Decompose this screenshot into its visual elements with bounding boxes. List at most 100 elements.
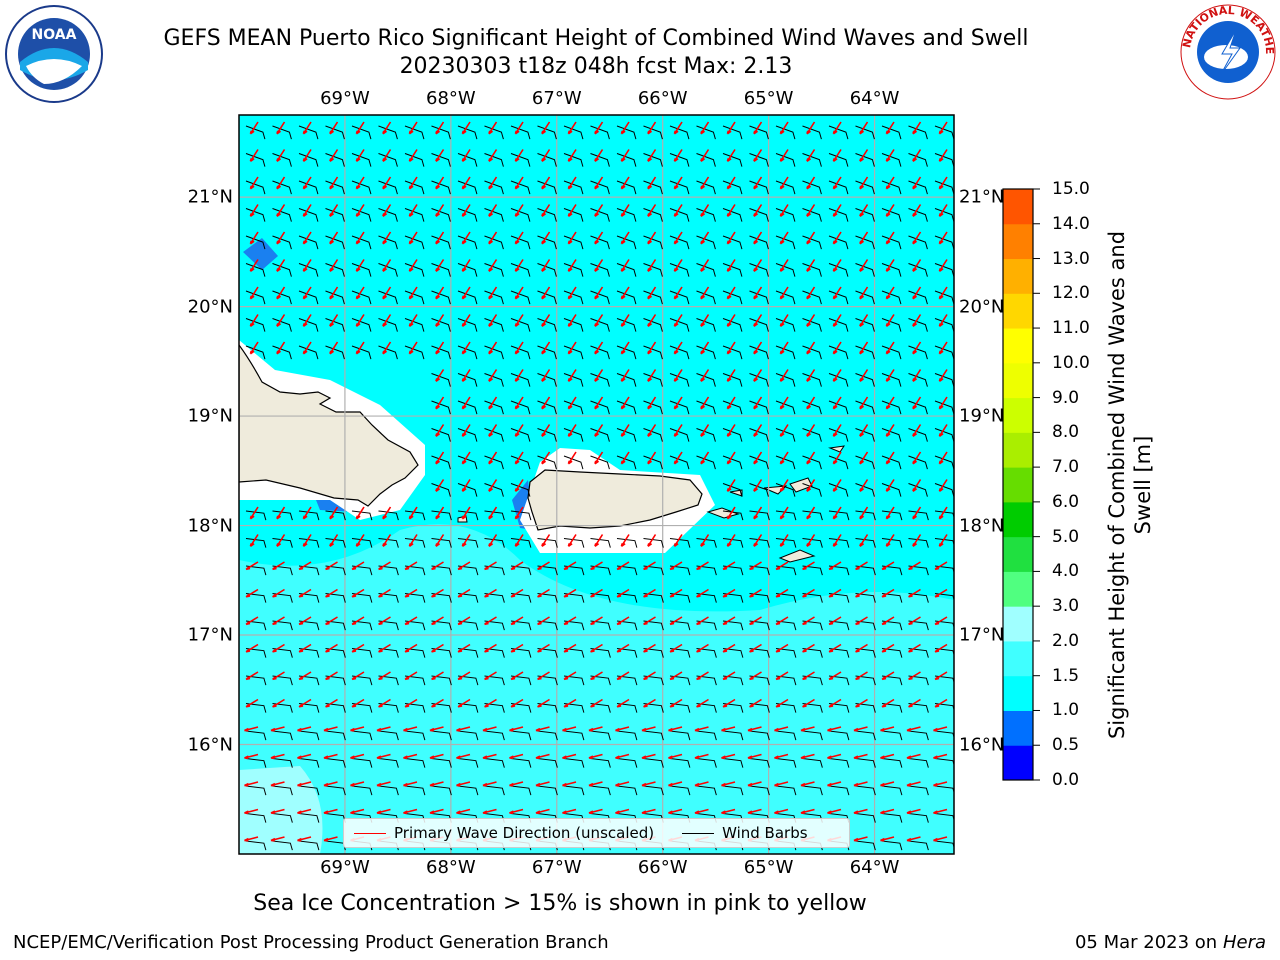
wind-barb bbox=[510, 565, 532, 576]
wind-barb bbox=[775, 373, 796, 387]
wave-arrow bbox=[938, 506, 948, 520]
wind-barb bbox=[272, 703, 293, 713]
wave-arrow bbox=[885, 424, 895, 437]
wave-arrow bbox=[461, 534, 471, 547]
colorbar-segment bbox=[1003, 397, 1033, 433]
wind-barb bbox=[298, 318, 319, 332]
wave-arrow bbox=[696, 643, 709, 653]
wind-barb bbox=[934, 428, 954, 442]
wind-barb bbox=[934, 565, 954, 574]
wave-arrow bbox=[382, 286, 392, 300]
wind-barb bbox=[669, 373, 690, 387]
wave-arrow bbox=[457, 671, 471, 681]
wind-barb bbox=[537, 565, 558, 576]
wave-arrow bbox=[329, 534, 339, 547]
wind-barb bbox=[378, 593, 399, 603]
lon-label: 67°W bbox=[531, 88, 582, 109]
wind-barb bbox=[643, 345, 663, 360]
wave-arrow bbox=[806, 479, 816, 492]
wave-arrow bbox=[694, 726, 709, 732]
wave-arrow bbox=[435, 314, 445, 327]
wave-arrow bbox=[859, 121, 869, 135]
wind-barb bbox=[325, 758, 346, 768]
wind-barb bbox=[881, 180, 902, 195]
wind-barb bbox=[669, 565, 691, 576]
wave-arrow bbox=[700, 149, 710, 162]
wind-barb bbox=[590, 565, 611, 576]
wave-arrow bbox=[669, 561, 683, 571]
wave-arrow bbox=[298, 671, 312, 681]
wind-barb bbox=[245, 263, 266, 277]
wind-barb bbox=[563, 455, 584, 470]
wave-arrow bbox=[800, 808, 815, 815]
wave-arrow bbox=[859, 341, 869, 355]
colorbar-segment bbox=[1003, 223, 1033, 260]
wave-arrow bbox=[457, 698, 471, 708]
wave-arrow bbox=[461, 341, 471, 355]
wind-barb bbox=[431, 345, 451, 360]
wind-barb bbox=[378, 180, 398, 195]
wind-barb bbox=[484, 510, 505, 521]
wind-barb bbox=[272, 538, 293, 548]
wind-barb bbox=[802, 290, 822, 305]
wave-arrow bbox=[408, 149, 418, 162]
wind-barbs-legend-label: Wind Barbs bbox=[722, 824, 808, 842]
wave-arrow bbox=[562, 726, 577, 732]
wind-barb bbox=[245, 703, 267, 713]
wave-arrow bbox=[323, 753, 338, 760]
wave-arrow bbox=[620, 121, 630, 135]
wind-barb bbox=[802, 125, 822, 140]
wave-arrow bbox=[270, 726, 285, 732]
wind-barb bbox=[828, 373, 849, 387]
wave-arrow bbox=[270, 781, 285, 787]
wind-barb bbox=[378, 648, 399, 658]
wave-arrow bbox=[912, 259, 922, 272]
wave-arrow bbox=[753, 149, 763, 162]
wind-barb bbox=[404, 703, 426, 713]
wind-barb bbox=[908, 180, 928, 195]
wind-barb bbox=[457, 565, 479, 576]
wave-arrow bbox=[832, 259, 842, 272]
wind-barb bbox=[722, 428, 743, 442]
wave-arrow bbox=[567, 204, 577, 217]
wind-barb bbox=[457, 318, 478, 332]
wind-barb bbox=[563, 428, 584, 442]
wind-barb bbox=[484, 235, 504, 250]
wind-barb bbox=[828, 648, 850, 658]
wind-barb bbox=[431, 153, 451, 167]
wind-barb bbox=[563, 318, 584, 332]
wave-arrow bbox=[908, 698, 921, 708]
wind-barb bbox=[351, 730, 373, 741]
wind-barb bbox=[298, 648, 320, 658]
wind-barb bbox=[563, 400, 584, 415]
wind-barb bbox=[749, 758, 770, 768]
wave-arrow bbox=[647, 231, 657, 245]
wind-barb bbox=[881, 538, 903, 548]
wave-arrow bbox=[726, 424, 736, 437]
wind-barb bbox=[908, 235, 928, 250]
wind-barb bbox=[722, 703, 744, 713]
wind-barb bbox=[457, 510, 479, 521]
wave-arrow bbox=[590, 561, 603, 571]
wave-arrow bbox=[859, 149, 869, 162]
wind-barb bbox=[881, 675, 903, 686]
colorbar-segment bbox=[1003, 640, 1033, 677]
wave-arrow bbox=[885, 231, 895, 245]
wave-arrow bbox=[859, 231, 869, 245]
wave-arrow bbox=[779, 506, 789, 520]
wind-barb bbox=[775, 180, 796, 195]
wind-barb bbox=[696, 345, 716, 360]
wind-barb bbox=[325, 648, 346, 658]
wave-arrow bbox=[620, 451, 630, 465]
wind-barb bbox=[749, 345, 769, 360]
wind-barb bbox=[934, 455, 954, 470]
wind-barb bbox=[272, 208, 292, 222]
lat-label: 19°N bbox=[187, 405, 233, 427]
wave-arrow bbox=[408, 176, 418, 190]
wind-barb bbox=[696, 758, 717, 768]
wave-arrow bbox=[673, 121, 683, 135]
wave-arrow bbox=[779, 231, 789, 245]
wind-barb bbox=[722, 483, 743, 497]
wind-barb bbox=[325, 180, 345, 195]
wind-barb bbox=[722, 208, 743, 222]
